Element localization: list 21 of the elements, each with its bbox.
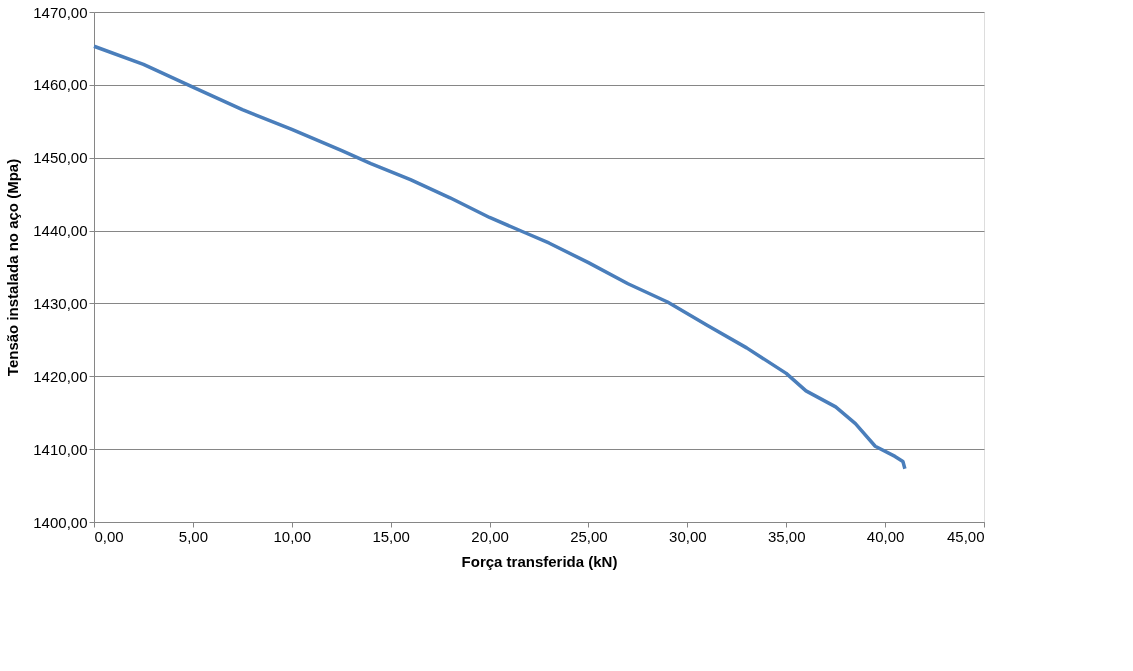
y-axis-title: Tensão instalada no aço (Mpa): [4, 158, 22, 377]
line-series: [92, 44, 907, 471]
x-tick-label: 0,00: [94, 527, 124, 545]
y-tick-label: 1440,00: [33, 222, 88, 240]
y-tick-label: 1400,00: [33, 513, 88, 531]
x-tick-label: 20,00: [471, 527, 509, 545]
x-tick-label: 10,00: [273, 527, 312, 545]
x-tick-label: 35,00: [767, 527, 806, 545]
x-tick-label: 5,00: [178, 527, 208, 545]
x-tick-label: 15,00: [372, 527, 410, 545]
x-tick-label: 40,00: [866, 527, 905, 545]
y-tick-label: 1420,00: [33, 367, 88, 385]
y-tick-label: 1410,00: [33, 440, 88, 458]
x-tick-label: 30,00: [669, 527, 707, 545]
x-tick-label: 45,00: [946, 527, 985, 545]
x-axis-title: Força transferida (kN): [461, 552, 618, 570]
x-tick-label: 25,00: [570, 527, 608, 545]
y-tick-label: 1470,00: [33, 3, 88, 21]
y-tick-label: 1460,00: [33, 76, 88, 94]
y-tick-label: 1430,00: [33, 294, 88, 312]
y-tick-label: 1450,00: [33, 149, 88, 167]
